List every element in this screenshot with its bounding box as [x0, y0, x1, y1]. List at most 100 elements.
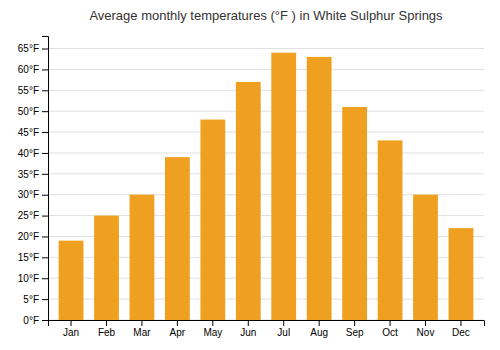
x-tick: Sep	[346, 320, 364, 338]
x-tick: Oct	[382, 320, 398, 338]
y-tick: 50°F	[18, 106, 48, 117]
title: Average monthly temperatures (°F ) in Wh…	[89, 8, 443, 23]
x-tick-label: Nov	[417, 327, 435, 338]
grid	[48, 49, 484, 320]
x-axis: Jan Feb Mar Apr May Jun Jul Aug Sep Oct Nov Dec	[49, 320, 485, 338]
y-tick-label: 55°F	[18, 85, 39, 96]
y-tick: 45°F	[18, 127, 48, 138]
x-tick: Jun	[240, 320, 256, 338]
grid-line	[48, 111, 484, 112]
grid-line	[48, 173, 484, 174]
x-tick-mark	[354, 320, 355, 326]
bar	[59, 241, 84, 320]
bar	[94, 216, 119, 320]
grid-line	[48, 132, 484, 133]
y-tick-label: 20°F	[18, 231, 39, 242]
bar	[378, 140, 403, 320]
y-tick: 30°F	[18, 189, 48, 200]
x-tick: Jan	[63, 320, 79, 338]
x-axis-line	[49, 321, 485, 327]
y-tick: 20°F	[18, 231, 48, 242]
grid-line	[48, 69, 484, 70]
x-tick-label: Jul	[277, 327, 290, 338]
x-tick-label: Aug	[310, 327, 328, 338]
y-tick-label: 50°F	[18, 106, 39, 117]
bar	[130, 195, 155, 320]
y-tick-label: 60°F	[18, 64, 39, 75]
y-tick-mark	[42, 69, 48, 70]
x-tick-label: Mar	[133, 327, 151, 338]
y-tick: 55°F	[18, 85, 48, 96]
bar	[449, 228, 474, 320]
x-tick-mark	[283, 320, 284, 326]
y-tick-label: 10°F	[18, 273, 39, 284]
y-tick-mark	[42, 195, 48, 196]
y-axis-line	[42, 37, 49, 321]
y-tick: 35°F	[18, 169, 48, 180]
x-tick: Nov	[417, 320, 435, 338]
y-tick-mark	[42, 320, 48, 321]
x-tick-mark	[390, 320, 391, 326]
x-tick: Feb	[98, 320, 116, 338]
y-tick: 15°F	[18, 252, 48, 263]
x-tick: Jul	[277, 320, 290, 338]
bar	[236, 82, 261, 320]
y-tick-label: 40°F	[18, 148, 39, 159]
y-tick-label: 15°F	[18, 252, 39, 263]
x-tick-mark	[248, 320, 249, 326]
x-tick-mark	[71, 320, 72, 326]
grid-line	[48, 152, 484, 153]
y-tick: 10°F	[18, 273, 48, 284]
x-tick-mark	[319, 320, 320, 326]
bar	[413, 195, 438, 320]
y-tick: 65°F	[18, 43, 48, 54]
x-tick-label: Feb	[98, 327, 116, 338]
y-tick-mark	[42, 174, 48, 175]
bar	[165, 157, 190, 320]
y-tick: 40°F	[18, 148, 48, 159]
x-tick: Aug	[310, 320, 328, 338]
y-tick-mark	[42, 111, 48, 112]
x-tick-mark	[460, 320, 461, 326]
x-tick-label: May	[203, 327, 222, 338]
bar	[307, 57, 332, 320]
y-tick-mark	[42, 132, 48, 133]
y-tick-label: 30°F	[18, 189, 39, 200]
y-tick-mark	[42, 153, 48, 154]
x-tick-label: Apr	[170, 327, 186, 338]
bar	[342, 107, 367, 320]
x-tick-mark	[425, 320, 426, 326]
y-tick-mark	[42, 278, 48, 279]
bar	[271, 53, 296, 320]
y-tick: 5°F	[23, 294, 48, 305]
y-tick-mark	[42, 216, 48, 217]
x-tick: Mar	[133, 320, 151, 338]
x-tick-label: Jan	[63, 327, 79, 338]
x-tick: Dec	[452, 320, 470, 338]
y-tick-mark	[42, 257, 48, 258]
y-axis: 0°F 5°F 10°F 15°F 20°F 25°F 30°F 35°F 40°F 45°F 50…	[18, 37, 49, 326]
plot-area	[59, 53, 474, 320]
y-tick: 25°F	[18, 210, 48, 221]
x-tick-label: Oct	[382, 327, 398, 338]
y-tick-mark	[42, 299, 48, 300]
y-tick-mark	[42, 236, 48, 237]
y-tick-label: 25°F	[18, 210, 39, 221]
y-tick-label: 0°F	[23, 315, 39, 326]
y-tick-label: 65°F	[18, 43, 39, 54]
y-tick-mark	[42, 90, 48, 91]
x-tick: May	[203, 320, 222, 338]
x-tick-mark	[106, 320, 107, 326]
y-tick-label: 45°F	[18, 127, 39, 138]
x-tick: Apr	[170, 320, 186, 338]
y-tick-mark	[42, 49, 48, 50]
x-tick-mark	[141, 320, 142, 326]
x-tick-mark	[177, 320, 178, 326]
x-tick-label: Jun	[240, 327, 256, 338]
chart: 0°F 5°F 10°F 15°F 20°F 25°F 30°F 35°F 40°F 45°F 50…	[0, 0, 500, 350]
bar	[200, 120, 225, 320]
x-tick-label: Dec	[452, 327, 470, 338]
x-tick-mark	[212, 320, 213, 326]
x-tick-label: Sep	[346, 327, 364, 338]
y-tick: 0°F	[23, 315, 48, 326]
